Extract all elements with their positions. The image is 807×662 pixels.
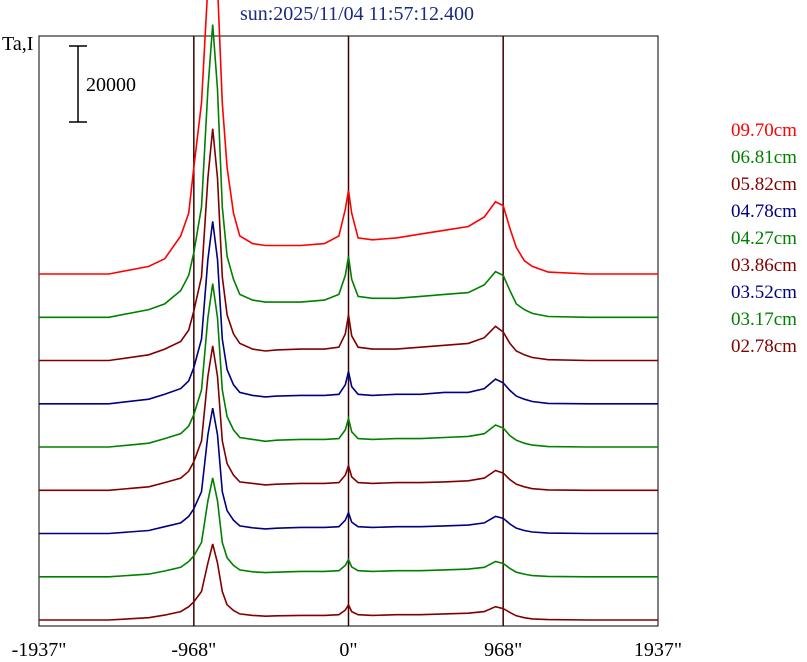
legend-entry-1: 06.81cm [731, 147, 797, 168]
legend-entry-2: 05.82cm [731, 174, 797, 195]
series-line-3 [39, 221, 658, 405]
series-line-8 [39, 543, 658, 621]
reference-lines [193, 36, 504, 626]
series-line-7 [39, 477, 658, 578]
legend-entry-7: 03.17cm [731, 309, 797, 330]
x-tick-label-3: 968" [484, 639, 522, 661]
series-line-2 [39, 128, 658, 362]
legend-entry-8: 02.78cm [731, 336, 797, 357]
series-line-5 [39, 345, 658, 492]
x-tick-label-0: -1937" [12, 639, 67, 661]
legend-entry-0: 09.70cm [731, 120, 797, 141]
scale-bar: 20000 [69, 45, 136, 123]
series-line-6 [39, 407, 658, 535]
x-axis-tick-labels: -1937" -968" 0" 968" 1937" [12, 639, 683, 661]
legend-entry-4: 04.27cm [731, 228, 797, 249]
series-curves [39, 0, 658, 621]
x-tick-label-4: 1937" [634, 639, 682, 661]
y-axis-label: Ta,I [2, 33, 33, 55]
series-line-4 [39, 283, 658, 448]
scale-bar-label: 20000 [86, 74, 136, 96]
series-line-1 [39, 24, 658, 319]
x-tick-label-2: 0" [339, 639, 357, 661]
legend-entry-5: 03.86cm [731, 255, 797, 276]
series-line-0 [39, 0, 658, 275]
legend-entry-3: 04.78cm [731, 201, 797, 222]
chart-title: sun:2025/11/04 11:57:12.400 [240, 3, 474, 25]
legend-entry-6: 03.52cm [731, 282, 797, 303]
legend: 09.70cm 06.81cm 05.82cm 04.78cm 04.27cm 03.86… [731, 120, 797, 357]
x-tick-label-1: -968" [171, 639, 216, 661]
